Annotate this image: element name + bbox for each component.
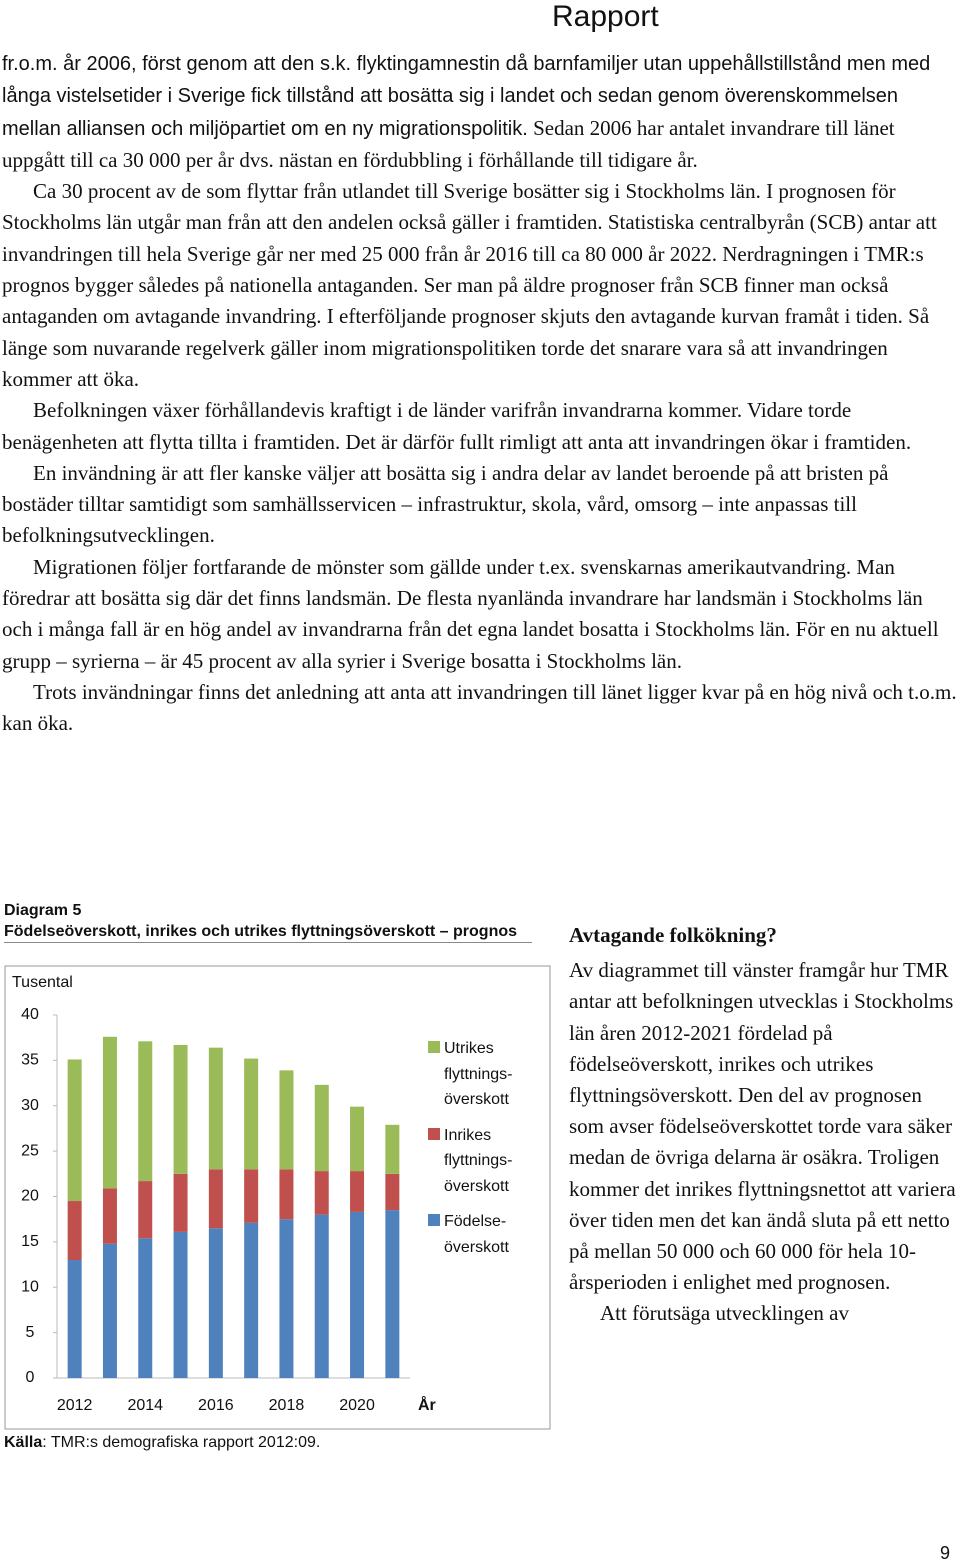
bar-segment [279, 1070, 294, 1170]
chart-frame [4, 965, 551, 1430]
paragraph: Befolkningen växer förhållandevis krafti… [2, 398, 912, 454]
bar-segment [385, 1210, 400, 1378]
bar-segment [244, 1058, 259, 1170]
page-number: 9 [940, 1543, 951, 1563]
bar-segment [173, 1173, 188, 1232]
bar-segment [173, 1044, 188, 1174]
bar-segment [138, 1181, 153, 1239]
y-tick-label: 10 [21, 1278, 39, 1295]
bar-segment [279, 1219, 294, 1378]
legend-item: Inrikes flyttnings-överskott [428, 1123, 536, 1200]
x-tick-label: 2018 [269, 1397, 305, 1414]
bar-segment [350, 1106, 365, 1172]
y-tick-label: 15 [21, 1233, 39, 1250]
y-tick-label: 5 [26, 1324, 35, 1341]
bar-segment [314, 1084, 329, 1172]
paragraph: fr.o.m. år 2006, först genom att den s.k… [2, 48, 957, 176]
bar-segment [67, 1059, 82, 1202]
bar-segment [67, 1201, 82, 1261]
x-tick-label: 2020 [339, 1397, 375, 1414]
bar-segment [244, 1169, 259, 1223]
bar-segment [102, 1188, 117, 1244]
bar-segment [350, 1171, 365, 1212]
bar-segment [67, 1260, 82, 1378]
y-tick-label: 35 [21, 1052, 39, 1069]
bar-segment [208, 1047, 223, 1170]
legend-item: Utrikes flyttnings-överskott [428, 1036, 536, 1113]
paragraph: Ca 30 procent av de som flyttar från utl… [2, 179, 937, 391]
legend-item: Födelse-överskott [428, 1209, 536, 1260]
bar-segment [314, 1214, 329, 1378]
legend: Utrikes flyttnings-överskott Inrikes flyt… [428, 1036, 538, 1270]
x-tick-label: 2012 [57, 1397, 93, 1414]
y-tick-label: 0 [26, 1369, 35, 1386]
x-tick-label: 2014 [127, 1397, 163, 1414]
source: Källa: TMR:s demografiska rapport 2012:0… [4, 1434, 320, 1452]
legend-label: Inrikes flyttnings-överskott [444, 1126, 513, 1195]
bar-segment [279, 1169, 294, 1220]
bar-segment [208, 1228, 223, 1378]
bar-segment [173, 1231, 188, 1378]
bar-segment [208, 1169, 223, 1229]
source-label: Källa [4, 1434, 43, 1451]
y-tick-label: 20 [21, 1188, 39, 1205]
sidebar: Avtagande folkökning? Av diagrammet till… [569, 920, 957, 1330]
bar-segment [102, 1036, 117, 1189]
paragraph-text: Sedan 2006 har antalet invandrare till l… [2, 115, 895, 172]
bar-segment [385, 1173, 400, 1211]
paragraph: Migrationen följer fortfarande de mönste… [2, 554, 939, 673]
legend-label: Utrikes flyttnings-överskott [444, 1040, 513, 1108]
bar-segment [244, 1222, 259, 1378]
y-tick-label: 40 [21, 1006, 39, 1023]
header-title: Rapport [552, 0, 659, 33]
bar-segment [314, 1171, 329, 1215]
x-axis-title: År [418, 1395, 436, 1414]
y-tick-label: 30 [21, 1097, 39, 1114]
paragraph: Trots invändningar finns det anledning a… [2, 679, 957, 736]
legend-label: Födelse-överskott [444, 1213, 509, 1256]
bar-segment [138, 1041, 153, 1182]
paragraph: Att förutsäga utvecklingen av [600, 1301, 850, 1326]
figure-caption: Diagram 5 Födelseöverskott, inrikes och … [4, 900, 534, 943]
bar-segment [385, 1124, 400, 1174]
bar-segment [138, 1238, 153, 1378]
sidebar-heading: Avtagande folkökning? [569, 923, 777, 947]
y-axis-title: Tusental [12, 974, 73, 991]
chart-title: Födelseöverskott, inrikes och utrikes fl… [4, 921, 532, 943]
x-tick-label: 2016 [198, 1397, 234, 1414]
bar-segment [350, 1211, 365, 1378]
legend-swatch [428, 1127, 440, 1140]
legend-swatch [428, 1041, 440, 1053]
paragraph: Av diagrammet till vänster framgår hur T… [569, 958, 956, 1295]
y-tick-label: 25 [21, 1142, 39, 1159]
paragraph: En invändning är att fler kanske väljer … [2, 460, 889, 548]
body-text: fr.o.m. år 2006, först genom att den s.k… [2, 48, 957, 740]
figure-label: Diagram 5 [4, 902, 82, 919]
lead-text: fr.o.m. år 2006, först genom att den s.k… [2, 53, 931, 140]
legend-swatch [428, 1214, 440, 1226]
source-text: : TMR:s demografiska rapport 2012:09. [42, 1434, 321, 1451]
bar-segment [102, 1243, 117, 1378]
